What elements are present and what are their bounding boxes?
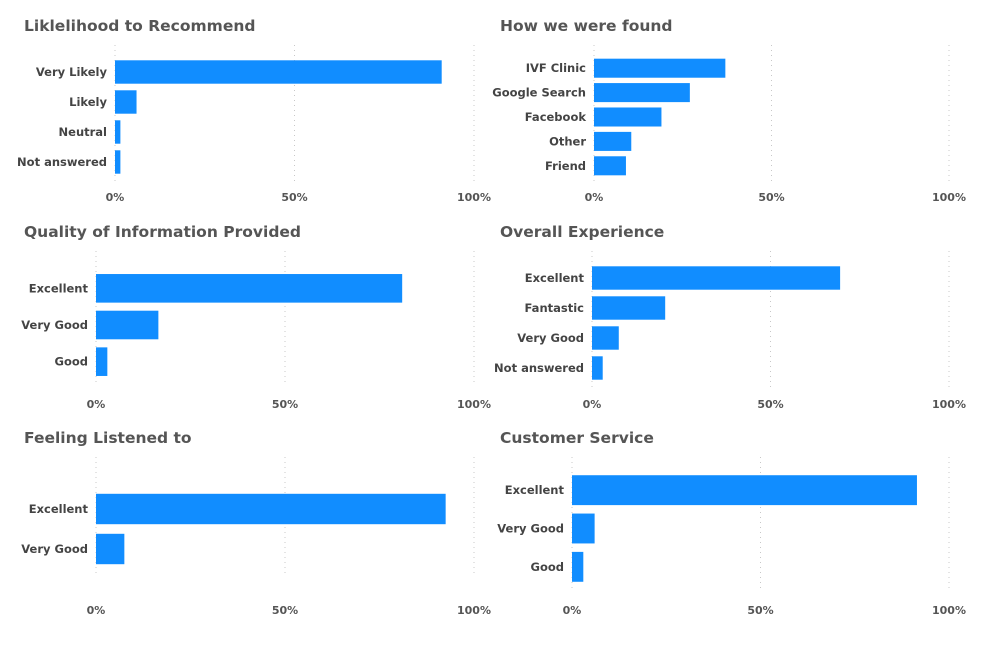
tick-label: 50% [272,398,298,411]
chart-how-we-were-found: How we were found IVF Clinic Google Searc… [492,17,970,212]
category-label: Google Search [492,86,586,100]
bar[interactable] [592,296,666,320]
tick-label: 0% [583,398,602,411]
bar-chart: Very Likely Likely Neutral Not answered 0% 50… [17,45,491,204]
tick-label: 0% [106,191,125,204]
category-label: Excellent [29,502,89,516]
bar[interactable] [572,475,917,506]
bar[interactable] [572,513,595,544]
chart-title: Overall Experience [500,223,665,241]
category-label: Excellent [29,281,89,295]
bar[interactable] [572,551,584,582]
category-label: Neutral [59,125,107,139]
bar-chart: Excellent Very Good 0% 50% 100% [21,457,491,617]
category-label: Not answered [17,155,107,169]
category-label: Fantastic [525,301,585,315]
tick-label: 50% [281,191,307,204]
tick-label: 100% [457,191,491,204]
bar[interactable] [96,493,446,525]
bar[interactable] [96,310,159,340]
chart-title: How we were found [500,17,673,35]
category-label: Very Likely [36,65,108,79]
bar[interactable] [594,83,690,103]
bar[interactable] [115,60,442,84]
category-label: Very Good [21,318,88,332]
bar[interactable] [115,120,121,144]
category-label: Good [55,355,88,369]
tick-label: 50% [758,191,784,204]
chart-quality-of-information: Quality of Information Provided Excellen… [21,223,494,418]
tick-label: 50% [747,604,773,617]
bar[interactable] [592,326,619,350]
chart-title: Liklelihood to Recommend [24,17,256,35]
bar-chart: Excellent Very Good Good 0% 50% 100% [21,251,491,411]
category-label: Excellent [525,271,585,285]
tick-label: 100% [457,604,491,617]
bar-chart: Excellent Fantastic Very Good Not answered 0… [494,251,966,411]
bar[interactable] [594,107,662,127]
chart-title: Quality of Information Provided [24,223,302,241]
chart-overall-experience: Overall Experience Excellent Fantastic Ver… [494,223,970,418]
category-label: Facebook [525,110,587,124]
tick-label: 100% [932,191,966,204]
bar[interactable] [594,131,632,151]
category-label: Good [531,560,564,574]
chart-likelihood-to-recommend: Liklelihood to Recommend Very Likely Like… [17,17,494,212]
chart-title: Customer Service [500,429,654,447]
tick-label: 100% [932,398,966,411]
tick-label: 0% [563,604,582,617]
category-label: Friend [545,159,586,173]
tick-label: 0% [585,191,604,204]
category-label: Very Good [497,522,564,536]
bar[interactable] [115,150,121,174]
category-label: Not answered [494,361,584,375]
bar[interactable] [96,533,125,565]
category-label: Likely [69,95,107,109]
category-label: IVF Clinic [526,61,586,75]
category-label: Other [549,134,586,148]
bar[interactable] [96,274,403,303]
bar-chart: Excellent Very Good Good 0% 50% 100% [497,457,966,617]
tick-label: 0% [87,604,106,617]
tick-label: 0% [87,398,106,411]
bar[interactable] [592,356,603,380]
chart-customer-service: Customer Service Excellent Very Good Good 0… [497,429,970,624]
bar-chart: IVF Clinic Google Search Facebook Other Frie… [492,45,966,204]
bar[interactable] [594,58,726,78]
bar[interactable] [96,347,108,376]
category-label: Very Good [21,542,88,556]
tick-label: 50% [272,604,298,617]
bar[interactable] [594,156,626,176]
tick-label: 50% [757,398,783,411]
chart-feeling-listened-to: Feeling Listened to Excellent Very Good 0%… [21,429,494,624]
tick-label: 100% [932,604,966,617]
category-label: Excellent [505,483,565,497]
bar[interactable] [115,90,137,114]
tick-label: 100% [457,398,491,411]
chart-title: Feeling Listened to [24,429,192,447]
bar[interactable] [592,266,841,290]
category-label: Very Good [517,331,584,345]
